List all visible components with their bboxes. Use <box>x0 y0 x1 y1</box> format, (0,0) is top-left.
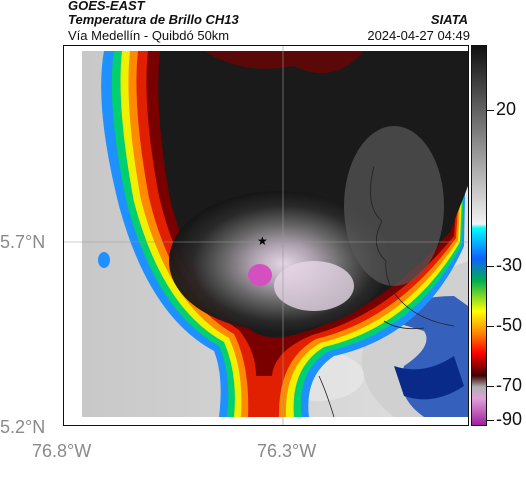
lat-label-lower: 5.2°N <box>0 417 46 437</box>
satellite-map: ★ <box>63 45 469 426</box>
star-icon: ★ <box>257 234 268 248</box>
route-label: Vía Medellín - Quibdó 50km <box>68 28 230 43</box>
lat-label-upper: 5.7°N <box>0 232 46 252</box>
colorbar-tick <box>487 386 494 387</box>
satellite-name: GOES-EAST <box>68 0 145 13</box>
brand-label: SIATA <box>430 12 468 27</box>
product-title: Temperatura de Brillo CH13 <box>68 12 239 27</box>
datetime-label: 2024-04-27 04:49 <box>367 28 470 43</box>
colorbar-label: -50 <box>496 315 523 335</box>
colorbar-label: 20 <box>496 99 517 119</box>
colorbar-tick <box>487 110 494 111</box>
colorbar-tick <box>487 266 494 267</box>
colorbar-label: -30 <box>496 255 523 275</box>
lon-label-left: 76.8°W <box>32 441 92 461</box>
colorbar-tick <box>487 326 494 327</box>
colorbar <box>471 45 487 426</box>
cold-core <box>248 264 272 286</box>
colorbar-tick <box>487 420 494 421</box>
lon-label-right: 76.3°W <box>257 441 317 461</box>
colorbar-label: -90 <box>496 409 523 429</box>
colorbar-label: -70 <box>496 375 523 395</box>
